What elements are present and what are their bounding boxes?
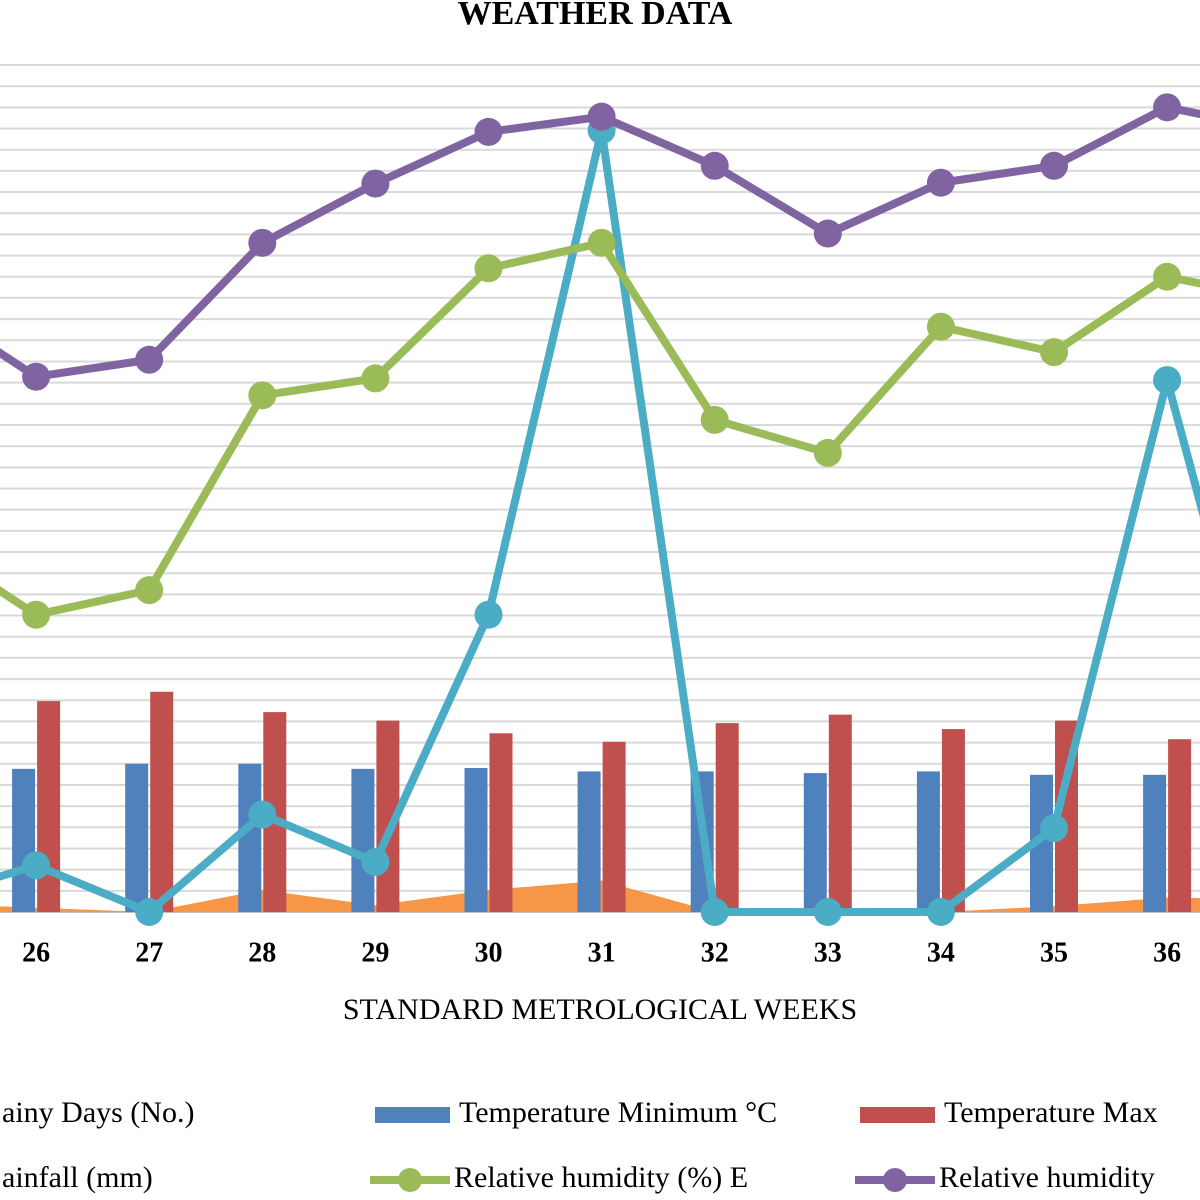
marker [135, 345, 164, 374]
legend-marker [883, 1168, 907, 1192]
legend-label: Temperature Minimum °C [459, 1096, 777, 1129]
bar [351, 768, 375, 912]
bar [150, 691, 174, 912]
marker [474, 600, 503, 629]
legend-label: Relative humidity [939, 1161, 1155, 1194]
bar [125, 763, 149, 912]
marker [248, 228, 277, 257]
marker [813, 219, 842, 248]
x-tick-label: 31 [588, 937, 616, 968]
marker [700, 405, 729, 434]
legend-label: Temperature Max [944, 1096, 1158, 1129]
bar [602, 741, 626, 912]
marker [22, 362, 51, 391]
x-tick-label: 34 [927, 937, 955, 968]
marker [22, 600, 51, 629]
marker [587, 102, 616, 131]
marker [474, 117, 503, 146]
bar [1030, 774, 1053, 912]
marker [22, 851, 51, 880]
x-tick-label: 30 [475, 937, 503, 968]
marker [926, 898, 955, 926]
bar [577, 771, 601, 912]
marker [135, 576, 164, 605]
marker [926, 312, 955, 341]
marker [700, 898, 729, 926]
bar [489, 733, 513, 912]
legend-swatch [860, 1107, 935, 1123]
marker [474, 254, 503, 283]
marker [135, 898, 164, 926]
bar [916, 771, 940, 912]
x-tick-label: 29 [361, 937, 389, 968]
marker [361, 169, 390, 198]
bar [1143, 774, 1167, 912]
x-tick-label: 27 [135, 937, 163, 968]
marker [587, 228, 616, 257]
x-tick-label: 33 [814, 937, 842, 968]
bar [1168, 739, 1192, 912]
marker [361, 364, 390, 393]
marker [926, 168, 955, 197]
marker [1040, 151, 1068, 180]
bar [12, 768, 36, 912]
x-tick-label: 35 [1040, 937, 1068, 968]
marker [700, 151, 729, 180]
bar [464, 768, 488, 912]
x-tick-label: 26 [22, 937, 50, 968]
chart-title: WEATHER DATA [458, 0, 733, 32]
bar [238, 763, 262, 912]
marker [1040, 338, 1068, 367]
bar [803, 773, 827, 912]
legend-label: ainy Days (No.) [2, 1096, 194, 1129]
bar [715, 723, 739, 912]
legend-swatch [375, 1107, 450, 1123]
marker [361, 848, 390, 877]
marker [248, 800, 277, 829]
marker [813, 898, 842, 926]
x-tick-label: 36 [1153, 937, 1181, 968]
legend-marker [398, 1168, 422, 1192]
bar [941, 729, 965, 912]
bar [828, 714, 852, 912]
marker [248, 381, 277, 410]
marker [1153, 93, 1182, 122]
x-tick-label: 28 [248, 937, 276, 968]
marker [1040, 814, 1068, 843]
marker [1153, 366, 1182, 395]
bar [37, 701, 61, 912]
legend-label: ainfall (mm) [2, 1161, 153, 1194]
legend-label: Relative humidity (%) E [454, 1161, 748, 1194]
x-axis-title: STANDARD METROLOGICAL WEEKS [343, 993, 857, 1026]
x-tick-label: 32 [701, 937, 729, 968]
marker [1153, 262, 1182, 291]
marker [813, 438, 842, 467]
